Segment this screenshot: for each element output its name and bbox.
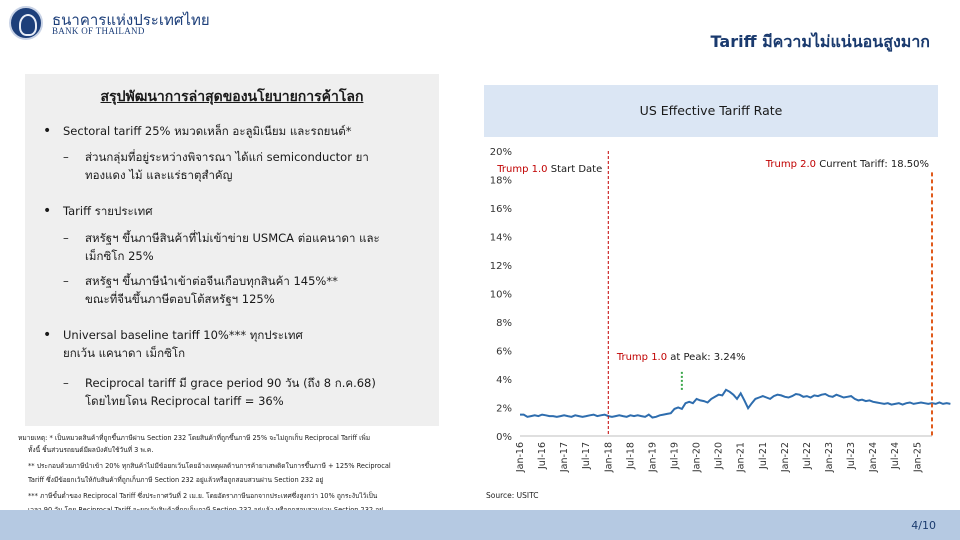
x-tick-label: Jan-19: [647, 442, 658, 473]
bullet-universal-tariff: Universal baseline tariff 10%*** ทุกประเ…: [43, 326, 303, 362]
sub-bullet-pending-sectors: – ส่วนกลุ่มที่อยู่ระหว่างพิจารณา ได้แก่ …: [63, 150, 369, 182]
sub-bullet-line: สหรัฐฯ ขึ้นภาษีสินค้าที่ไม่เข้าข่าย USMC…: [85, 231, 380, 245]
x-tick-label: Jan-20: [692, 442, 703, 473]
x-tick-label: Jul-22: [802, 442, 813, 470]
org-name-en: BANK OF THAILAND: [52, 26, 145, 36]
y-tick-label: 20%: [490, 147, 512, 158]
footnote-line: ทั้งนี้ ชิ้นส่วนรถยนต์มีผลบังคับใช้วันที…: [28, 446, 154, 454]
sub-bullet-line: ส่วนกลุ่มที่อยู่ระหว่างพิจารณา ได้แก่ se…: [85, 150, 369, 164]
sub-bullet-line: โดยไทยโดน Reciprocal tariff = 36%: [85, 394, 284, 408]
sub-bullet-line: ทองแดง ไม้ และแร่ธาตุสำคัญ: [85, 168, 233, 182]
x-tick-label: Jul-21: [758, 442, 769, 470]
y-tick-label: 4%: [496, 375, 512, 386]
series-line: [520, 388, 951, 419]
y-tick-label: 16%: [490, 204, 512, 215]
bullet-country-tariff: Tariff รายประเทศ: [43, 202, 152, 220]
y-tick-label: 12%: [490, 261, 512, 272]
panel-title: สรุปพัฒนาการล่าสุดของนโยบายการค้าโลก: [100, 89, 364, 105]
org-name-th: ธนาคารแห่งประเทศไทย: [52, 11, 210, 29]
footnote-line: Tariff ซึ่งมีข้อยกเว้นให้กับสินค้าที่ถูก…: [28, 476, 324, 484]
footnote-line: ** ประกอบด้วยภาษีนำเข้า 20% ทุกสินค้าไม่…: [28, 462, 391, 470]
x-tick-label: Jul-20: [714, 442, 725, 470]
bank-logo: [9, 6, 43, 40]
bullet-line: ยกเว้น แคนาดา เม็กซิโก: [63, 346, 186, 360]
sub-bullet-line: เม็กซิโก 25%: [85, 249, 154, 263]
y-tick-label: 10%: [490, 290, 512, 301]
x-tick-label: Jan-25: [912, 442, 923, 473]
annotation-label: Trump 2.0 Current Tariff: 18.50%: [765, 159, 929, 170]
x-tick-label: Jul-23: [846, 442, 857, 470]
footnote-line: หมายเหตุ: * เป็นหมวดสินค้าที่ถูกขึ้นภาษี…: [18, 434, 371, 442]
y-tick-label: 14%: [490, 233, 512, 244]
bullet-line: Universal baseline tariff 10%*** ทุกประเ…: [63, 328, 303, 342]
x-tick-label: Jan-22: [780, 442, 791, 473]
y-tick-label: 18%: [490, 176, 512, 187]
x-tick-label: Jan-21: [736, 442, 747, 473]
sub-bullet-line: ขณะที่จีนขึ้นภาษีตอบโต้สหรัฐฯ 125%: [85, 292, 275, 306]
page-number: 4/10: [911, 519, 936, 532]
footer-bar: 4/10: [0, 510, 960, 540]
sub-bullet-line: Reciprocal tariff มี grace period 90 วัน…: [85, 376, 376, 390]
chart-source: Source: USITC: [486, 491, 539, 500]
x-tick-label: Jan-24: [868, 442, 879, 473]
x-tick-label: Jul-16: [537, 442, 548, 470]
sub-bullet-reciprocal: – Reciprocal tariff มี grace period 90 ว…: [63, 376, 376, 408]
x-tick-label: Jul-18: [625, 442, 636, 470]
x-tick-label: Jul-17: [581, 442, 592, 470]
sub-bullet-china: – สหรัฐฯ ขึ้นภาษีนำเข้าต่อจีนเกือบทุกสิน…: [63, 274, 338, 306]
x-tick-label: Jan-17: [559, 442, 570, 473]
x-tick-label: Jul-24: [890, 442, 901, 470]
sub-bullet-line: สหรัฐฯ ขึ้นภาษีนำเข้าต่อจีนเกือบทุกสินค้…: [85, 274, 338, 288]
annotation-label: Trump 1.0 at Peak: 3.24%: [616, 352, 746, 363]
bullet-sectoral-tariff: Sectoral tariff 25% หมวดเหล็ก อะลูมิเนีย…: [43, 122, 352, 140]
annotation-label: Trump 1.0 Start Date: [496, 164, 602, 175]
x-tick-label: Jan-18: [603, 442, 614, 473]
footnote-line: *** ภาษีขั้นต่ำของ Reciprocal Tariff ซึ่…: [28, 492, 378, 500]
y-tick-label: 8%: [496, 318, 512, 329]
x-tick-label: Jan-23: [824, 442, 835, 473]
x-tick-label: Jul-19: [670, 442, 681, 470]
chart-title: US Effective Tariff Rate: [639, 103, 783, 118]
y-tick-label: 6%: [496, 347, 512, 358]
x-tick-label: Jan-16: [515, 442, 526, 473]
sub-bullet-canada-mexico: – สหรัฐฯ ขึ้นภาษีสินค้าที่ไม่เข้าข่าย US…: [63, 231, 380, 263]
page-title: Tariff มีความไม่แน่นอนสูงมาก: [710, 32, 930, 51]
y-tick-label: 0%: [496, 432, 512, 443]
chart-header: US Effective Tariff Rate: [484, 85, 938, 137]
y-tick-label: 2%: [496, 404, 512, 415]
policy-summary-panel: สรุปพัฒนาการล่าสุดของนโยบายการค้าโลก Sec…: [25, 74, 439, 426]
